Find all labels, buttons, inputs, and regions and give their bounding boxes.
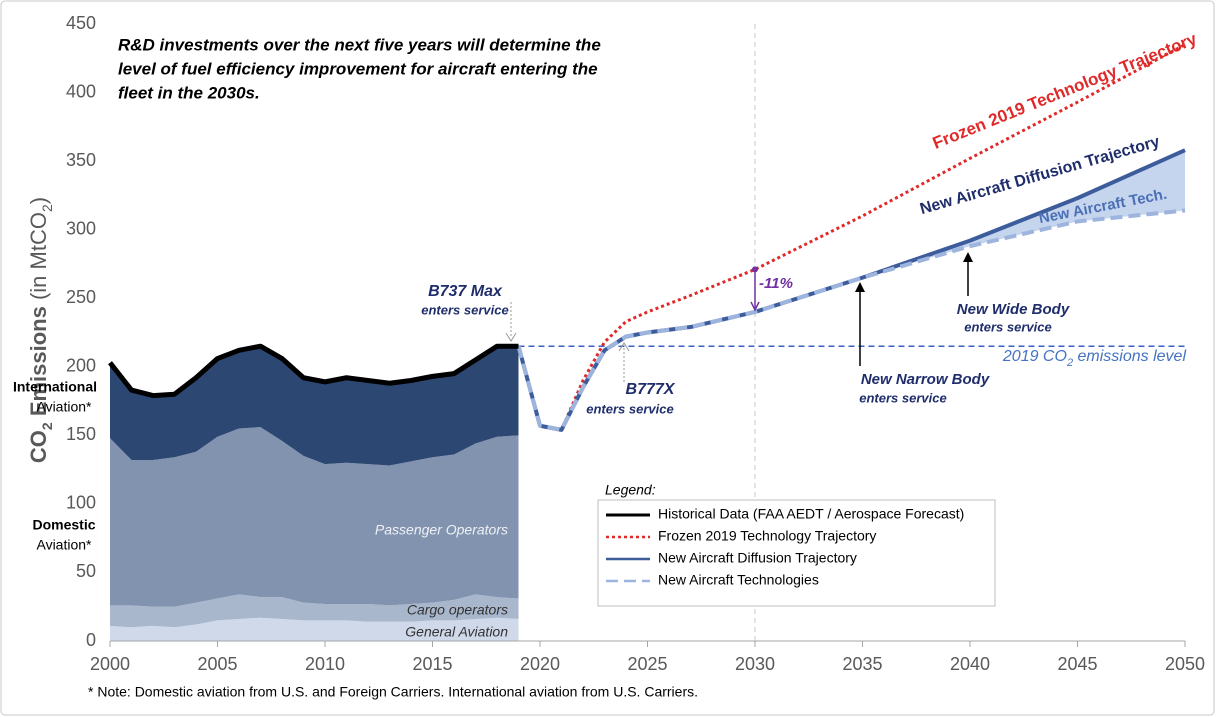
- y-tick-label: 200: [66, 356, 96, 376]
- legend-title: Legend:: [605, 482, 656, 498]
- y-tick-label: 300: [66, 218, 96, 238]
- area-label: General Aviation: [405, 624, 508, 640]
- y-label-part: ): [26, 197, 51, 204]
- legend-entries: Historical Data (FAA AEDT / Aerospace Fo…: [606, 506, 964, 588]
- x-tick-label: 2050: [1165, 654, 1205, 674]
- annotation: B777X: [626, 381, 676, 398]
- series-line: [108, 343, 519, 399]
- annotation-arrow: [855, 282, 865, 292]
- series-line: [516, 208, 1186, 432]
- annotation-arrow: [963, 252, 973, 262]
- legend-label: New Aircraft Technologies: [658, 572, 819, 588]
- title-line: R&D investments over the next five years…: [118, 35, 601, 54]
- improvement-band: [862, 150, 1185, 278]
- stack-area: [110, 427, 519, 607]
- y-label-part: 2: [39, 422, 55, 430]
- x-tick-label: 2045: [1057, 654, 1097, 674]
- area-label: Passenger Operators: [375, 522, 508, 538]
- legend-label: Historical Data (FAA AEDT / Aerospace Fo…: [658, 506, 964, 522]
- annotation: New Wide Body: [957, 301, 1070, 318]
- y-tick-label: 0: [86, 630, 96, 650]
- y-label-part: Emissions: [26, 306, 51, 422]
- side-label: Aviation*: [36, 399, 92, 415]
- legend: [597, 499, 996, 607]
- y-tick-label: 450: [66, 13, 96, 33]
- y-tick-label: 250: [66, 287, 96, 307]
- y-tick-label: 400: [66, 81, 96, 101]
- area-label: Cargo operators: [407, 602, 508, 618]
- y-tick-label: 150: [66, 424, 96, 444]
- title: R&D investments over the next five years…: [118, 35, 601, 102]
- plot: 2000 2005 2010 2015 2020 2025 2030 2035 2040 2045…: [66, 13, 1205, 674]
- annotation: B737 Max: [428, 283, 503, 300]
- annotation: enters service: [421, 302, 508, 317]
- side-label: International: [13, 379, 97, 395]
- y-tick-label: 50: [76, 561, 96, 581]
- annotation: enters service: [964, 319, 1051, 334]
- annotation: New Narrow Body: [861, 371, 990, 388]
- reference-label-part: 2019 CO: [1002, 348, 1067, 365]
- side-label: Aviation*: [36, 537, 92, 553]
- x-tick-label: 2035: [842, 654, 882, 674]
- y-label-part: (in MtCO: [26, 212, 51, 306]
- footnote: * Note: Domestic aviation from U.S. and …: [88, 684, 698, 700]
- x-tick-label: 2040: [950, 654, 990, 674]
- title-line: fleet in the 2030s.: [118, 83, 260, 102]
- stack-area: [110, 617, 519, 641]
- legend-label: Frozen 2019 Technology Trajectory: [658, 528, 876, 544]
- annotation: enters service: [586, 401, 673, 416]
- x-tick-label: 2005: [197, 654, 237, 674]
- x-tick-label: 2000: [90, 654, 130, 674]
- x-tick-label: 2030: [735, 654, 775, 674]
- x-tick-label: 2015: [412, 654, 452, 674]
- y-axis-label: CO2 Emissions (in MtCO2): [26, 197, 55, 463]
- y-tick-label: 100: [66, 493, 96, 513]
- x-tick-label: 2010: [305, 654, 345, 674]
- x-tick-label: 2020: [520, 654, 560, 674]
- annotation: enters service: [859, 390, 946, 405]
- annotation: -11%: [759, 275, 793, 292]
- title-line: level of fuel efficiency improvement for…: [118, 59, 598, 78]
- y-label-part: 2: [39, 204, 55, 212]
- legend-label: New Aircraft Diffusion Trajectory: [658, 550, 857, 566]
- annotation-arrow: [505, 332, 517, 342]
- y-tick-label: 350: [66, 150, 96, 170]
- y-label-part: CO: [26, 430, 51, 463]
- side-label: Domestic: [32, 517, 95, 533]
- stack-area: [110, 346, 519, 466]
- x-tick-label: 2025: [627, 654, 667, 674]
- annotation-arrow: [618, 342, 630, 352]
- reference-label-part: 2: [1066, 357, 1073, 369]
- reference-label: 2019 CO2 emissions level: [1002, 348, 1187, 369]
- stack-area: [110, 594, 519, 628]
- reference-label-part: emissions level: [1073, 348, 1186, 365]
- gap-arrowhead: [750, 301, 760, 312]
